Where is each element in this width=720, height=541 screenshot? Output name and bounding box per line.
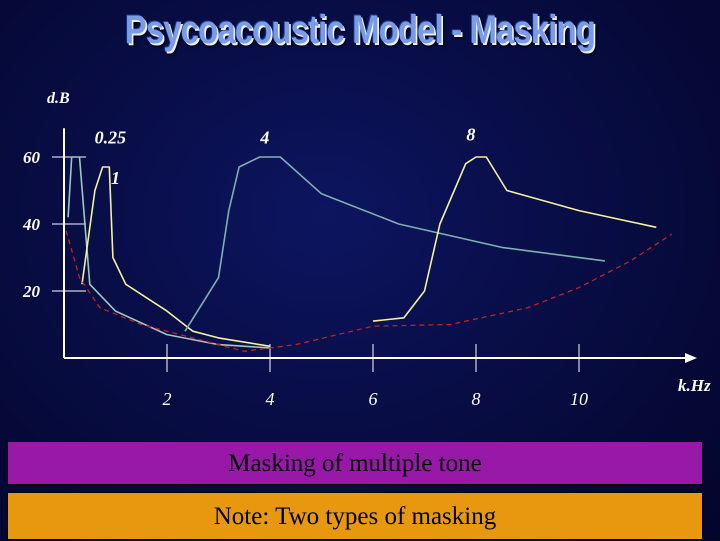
tone-label: 8	[466, 124, 475, 144]
masking-curve-8	[372, 156, 657, 322]
x-tick-label: 10	[570, 389, 588, 409]
tone-label: 0.25	[95, 128, 127, 148]
caption-text: Masking of multiple tone	[228, 450, 482, 477]
x-tick-label: 4	[266, 389, 275, 409]
x-tick-label: 8	[472, 389, 481, 409]
caption-band: Masking of multiple tone	[7, 441, 703, 485]
y-axis-label: d.B	[47, 90, 70, 107]
x-tick-label: 6	[369, 389, 378, 409]
slide-title: Psycoacoustic Model - Masking	[124, 8, 596, 52]
masking-curve-1	[81, 166, 271, 348]
note-text: Note: Two types of masking	[213, 503, 497, 530]
y-tick-label: 20	[22, 282, 41, 301]
chart-labels: 0.25 1 4 8	[95, 124, 476, 188]
note-band: Note: Two types of masking	[7, 492, 703, 540]
y-tick-label: 40	[22, 215, 41, 234]
chart-series	[65, 156, 673, 352]
x-tick-label: 2	[163, 389, 172, 409]
y-tick-label: 60	[23, 148, 41, 167]
masking-curve-4	[184, 156, 605, 332]
x-axis-label: k.Hz	[678, 376, 711, 395]
tone-label: 1	[111, 168, 120, 188]
chart-axes: 2 4 6 8 10 20 40 60 d.B k.Hz	[22, 90, 711, 409]
x-axis-arrow	[685, 353, 697, 363]
masking-curve-0-25	[67, 156, 271, 349]
tone-label: 4	[259, 128, 269, 148]
threshold-curve	[65, 230, 673, 352]
